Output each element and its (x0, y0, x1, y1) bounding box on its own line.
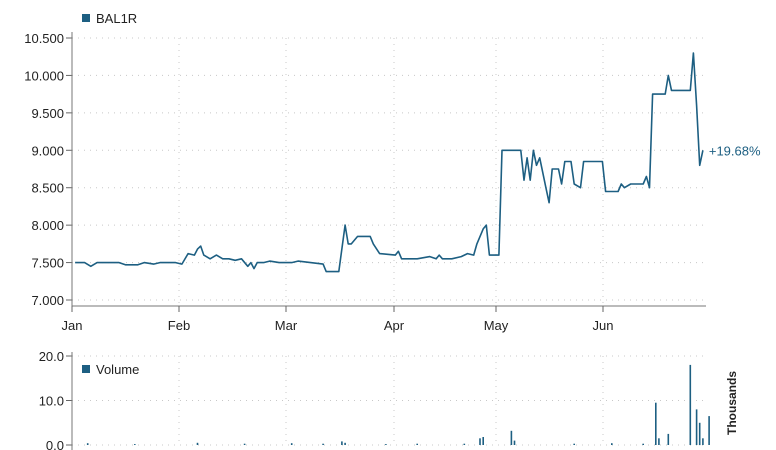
y-tick-label: 10.000 (24, 68, 64, 83)
volume-bar (611, 443, 613, 445)
volume-bar (482, 437, 484, 445)
volume-bar (702, 438, 704, 445)
volume-bar (667, 433, 670, 445)
volume-bar (708, 416, 710, 445)
vol-y-tick-label: 20.0 (39, 349, 64, 364)
y-tick-label: 7.500 (31, 256, 64, 271)
y-tick-label: 9.000 (31, 143, 64, 158)
volume-bar (322, 443, 324, 445)
volume-bar (573, 443, 575, 445)
y-tick-label: 7.000 (31, 293, 64, 308)
legend-swatch (82, 14, 90, 22)
x-tick-label: Feb (168, 318, 190, 333)
volume-bar (642, 443, 644, 445)
vol-y-tick-label: 10.0 (39, 394, 64, 409)
volume-bar (689, 364, 692, 445)
volume-bar (344, 442, 346, 445)
x-tick-label: Jun (593, 318, 614, 333)
volume-bar (658, 438, 660, 445)
volume-bar (290, 443, 293, 445)
volume-bar (196, 442, 199, 445)
vol-unit-label: Thousands (725, 371, 739, 435)
volume-bar (510, 430, 513, 445)
volume-bar (134, 444, 136, 445)
x-tick-label: Apr (384, 318, 405, 333)
vol-legend-swatch (82, 365, 90, 373)
volume-bar (416, 443, 418, 445)
x-tick-label: Jan (62, 318, 83, 333)
volume-bar (86, 443, 89, 445)
volume-bar (695, 409, 698, 445)
y-tick-label: 8.000 (31, 218, 64, 233)
legend-label: BAL1R (96, 11, 137, 26)
x-tick-label: May (484, 318, 509, 333)
volume-bar (385, 444, 387, 445)
change-annotation: +19.68% (709, 143, 761, 158)
vol-legend-label: Volume (96, 362, 139, 377)
vol-y-tick-label: 0.0 (46, 438, 64, 450)
y-tick-label: 8.500 (31, 181, 64, 196)
volume-bar (463, 443, 466, 445)
series-line-bal1r (75, 52, 704, 273)
volume-bar (479, 438, 481, 445)
volume-bar (243, 443, 246, 445)
volume-bar (698, 422, 701, 446)
volume-bar (513, 440, 516, 445)
y-tick-label: 9.500 (31, 106, 64, 121)
y-tick-label: 10.500 (24, 31, 64, 46)
volume-bar (341, 441, 343, 445)
volume-bar (655, 402, 657, 445)
x-tick-label: Mar (275, 318, 298, 333)
